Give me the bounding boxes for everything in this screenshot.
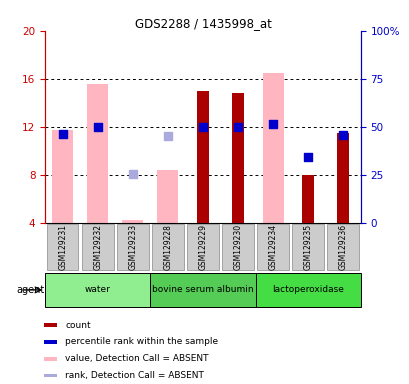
Bar xyxy=(301,175,314,223)
Bar xyxy=(87,84,108,223)
FancyBboxPatch shape xyxy=(45,273,150,307)
Bar xyxy=(52,130,73,223)
Title: GDS2288 / 1435998_at: GDS2288 / 1435998_at xyxy=(134,17,271,30)
Bar xyxy=(43,374,57,377)
Text: lactoperoxidase: lactoperoxidase xyxy=(272,285,343,295)
Text: GSM129229: GSM129229 xyxy=(198,224,207,270)
Bar xyxy=(43,340,57,344)
Point xyxy=(129,170,136,177)
Point xyxy=(59,131,66,137)
FancyBboxPatch shape xyxy=(255,273,360,307)
FancyBboxPatch shape xyxy=(47,223,78,270)
Text: water: water xyxy=(85,285,110,295)
Text: GSM129231: GSM129231 xyxy=(58,224,67,270)
Bar xyxy=(196,91,209,223)
FancyBboxPatch shape xyxy=(150,273,255,307)
FancyBboxPatch shape xyxy=(187,223,218,270)
FancyBboxPatch shape xyxy=(292,223,323,270)
Text: GSM129232: GSM129232 xyxy=(93,224,102,270)
Point xyxy=(234,124,241,130)
FancyBboxPatch shape xyxy=(222,223,253,270)
Bar xyxy=(336,133,348,223)
FancyBboxPatch shape xyxy=(82,223,113,270)
Text: agent: agent xyxy=(17,285,45,295)
Bar xyxy=(43,357,57,361)
Text: rank, Detection Call = ABSENT: rank, Detection Call = ABSENT xyxy=(65,371,204,380)
Text: GSM129236: GSM129236 xyxy=(338,223,347,270)
Text: GSM129235: GSM129235 xyxy=(303,223,312,270)
Text: GSM129230: GSM129230 xyxy=(233,223,242,270)
Text: GSM129234: GSM129234 xyxy=(268,223,277,270)
FancyBboxPatch shape xyxy=(117,223,148,270)
FancyBboxPatch shape xyxy=(257,223,288,270)
FancyBboxPatch shape xyxy=(327,223,358,270)
Bar xyxy=(122,220,143,223)
Point xyxy=(94,124,101,130)
Bar xyxy=(262,73,283,223)
Text: GSM129228: GSM129228 xyxy=(163,224,172,270)
Bar xyxy=(43,323,57,327)
Bar xyxy=(231,93,244,223)
Point xyxy=(199,124,206,130)
Point xyxy=(269,121,276,127)
Bar xyxy=(157,170,178,223)
Text: GSM129233: GSM129233 xyxy=(128,223,137,270)
Text: bovine serum albumin: bovine serum albumin xyxy=(152,285,253,295)
Text: count: count xyxy=(65,321,90,329)
Text: percentile rank within the sample: percentile rank within the sample xyxy=(65,338,218,346)
FancyBboxPatch shape xyxy=(152,223,183,270)
Text: value, Detection Call = ABSENT: value, Detection Call = ABSENT xyxy=(65,354,208,363)
Point xyxy=(164,133,171,139)
Point xyxy=(304,154,311,160)
Point xyxy=(339,132,346,138)
